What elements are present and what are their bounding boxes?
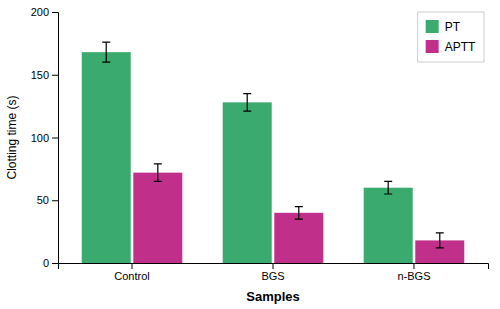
bar: [274, 213, 323, 263]
tick-mark: [52, 263, 58, 264]
series: [133, 173, 464, 263]
error-bar: [384, 181, 392, 194]
error-bar: [102, 42, 110, 62]
tick-mark: [52, 200, 58, 201]
x-axis-title: Samples: [246, 289, 299, 304]
legend-label: PT: [445, 20, 461, 34]
error-bar: [154, 164, 162, 182]
chart: Control BGS n-BGS 0 50 100 150 200 Samples Clotti…: [0, 0, 500, 309]
legend: PT APTT: [418, 12, 484, 62]
tick-mark: [52, 138, 58, 139]
tick: n-BGS: [397, 263, 430, 282]
tick-label: 50: [37, 194, 49, 206]
axis-line: [52, 13, 59, 264]
tick-label: 150: [31, 69, 49, 81]
error-bar: [295, 207, 303, 220]
y-axis: 0 50 100 150 200: [31, 6, 59, 269]
tick-label: BGS: [261, 270, 284, 282]
tick-mark: [52, 75, 58, 76]
legend-label: APTT: [445, 40, 476, 54]
tick-mark: [273, 263, 274, 269]
bar: [133, 173, 182, 263]
tick: 50: [37, 194, 58, 206]
tick-label: Control: [114, 270, 149, 282]
error-bar: [243, 94, 251, 112]
tick: 200: [31, 6, 58, 18]
tick-label: n-BGS: [397, 270, 430, 282]
tick-mark: [52, 12, 58, 13]
legend-item: APTT: [426, 40, 476, 54]
tick-label: 100: [31, 132, 49, 144]
bar: [364, 188, 413, 263]
tick-mark: [413, 263, 414, 269]
plot: Control BGS n-BGS 0 50 100 150 200 Samples Clotti…: [5, 6, 489, 304]
legend-swatch: [426, 20, 439, 33]
error-bars: [102, 42, 392, 194]
tick: 0: [43, 257, 58, 269]
error-bar: [436, 233, 444, 248]
legend-swatch: [426, 40, 439, 53]
axis-line: [59, 264, 489, 270]
tick: BGS: [261, 263, 284, 282]
tick: 100: [31, 132, 58, 144]
tick-label: 200: [31, 6, 49, 18]
x-axis: Control BGS n-BGS: [59, 263, 489, 282]
tick: Control: [114, 263, 149, 282]
legend-item: PT: [426, 20, 461, 34]
bar: [82, 52, 131, 263]
tick-mark: [132, 263, 133, 269]
marks: [82, 42, 465, 263]
y-axis-title: Clotting time (s): [5, 95, 19, 179]
tick-label: 0: [43, 257, 49, 269]
tick: 150: [31, 69, 58, 81]
bar: [223, 102, 272, 263]
legend-box: [418, 12, 484, 62]
error-bars: [154, 164, 444, 248]
series: [82, 52, 413, 263]
